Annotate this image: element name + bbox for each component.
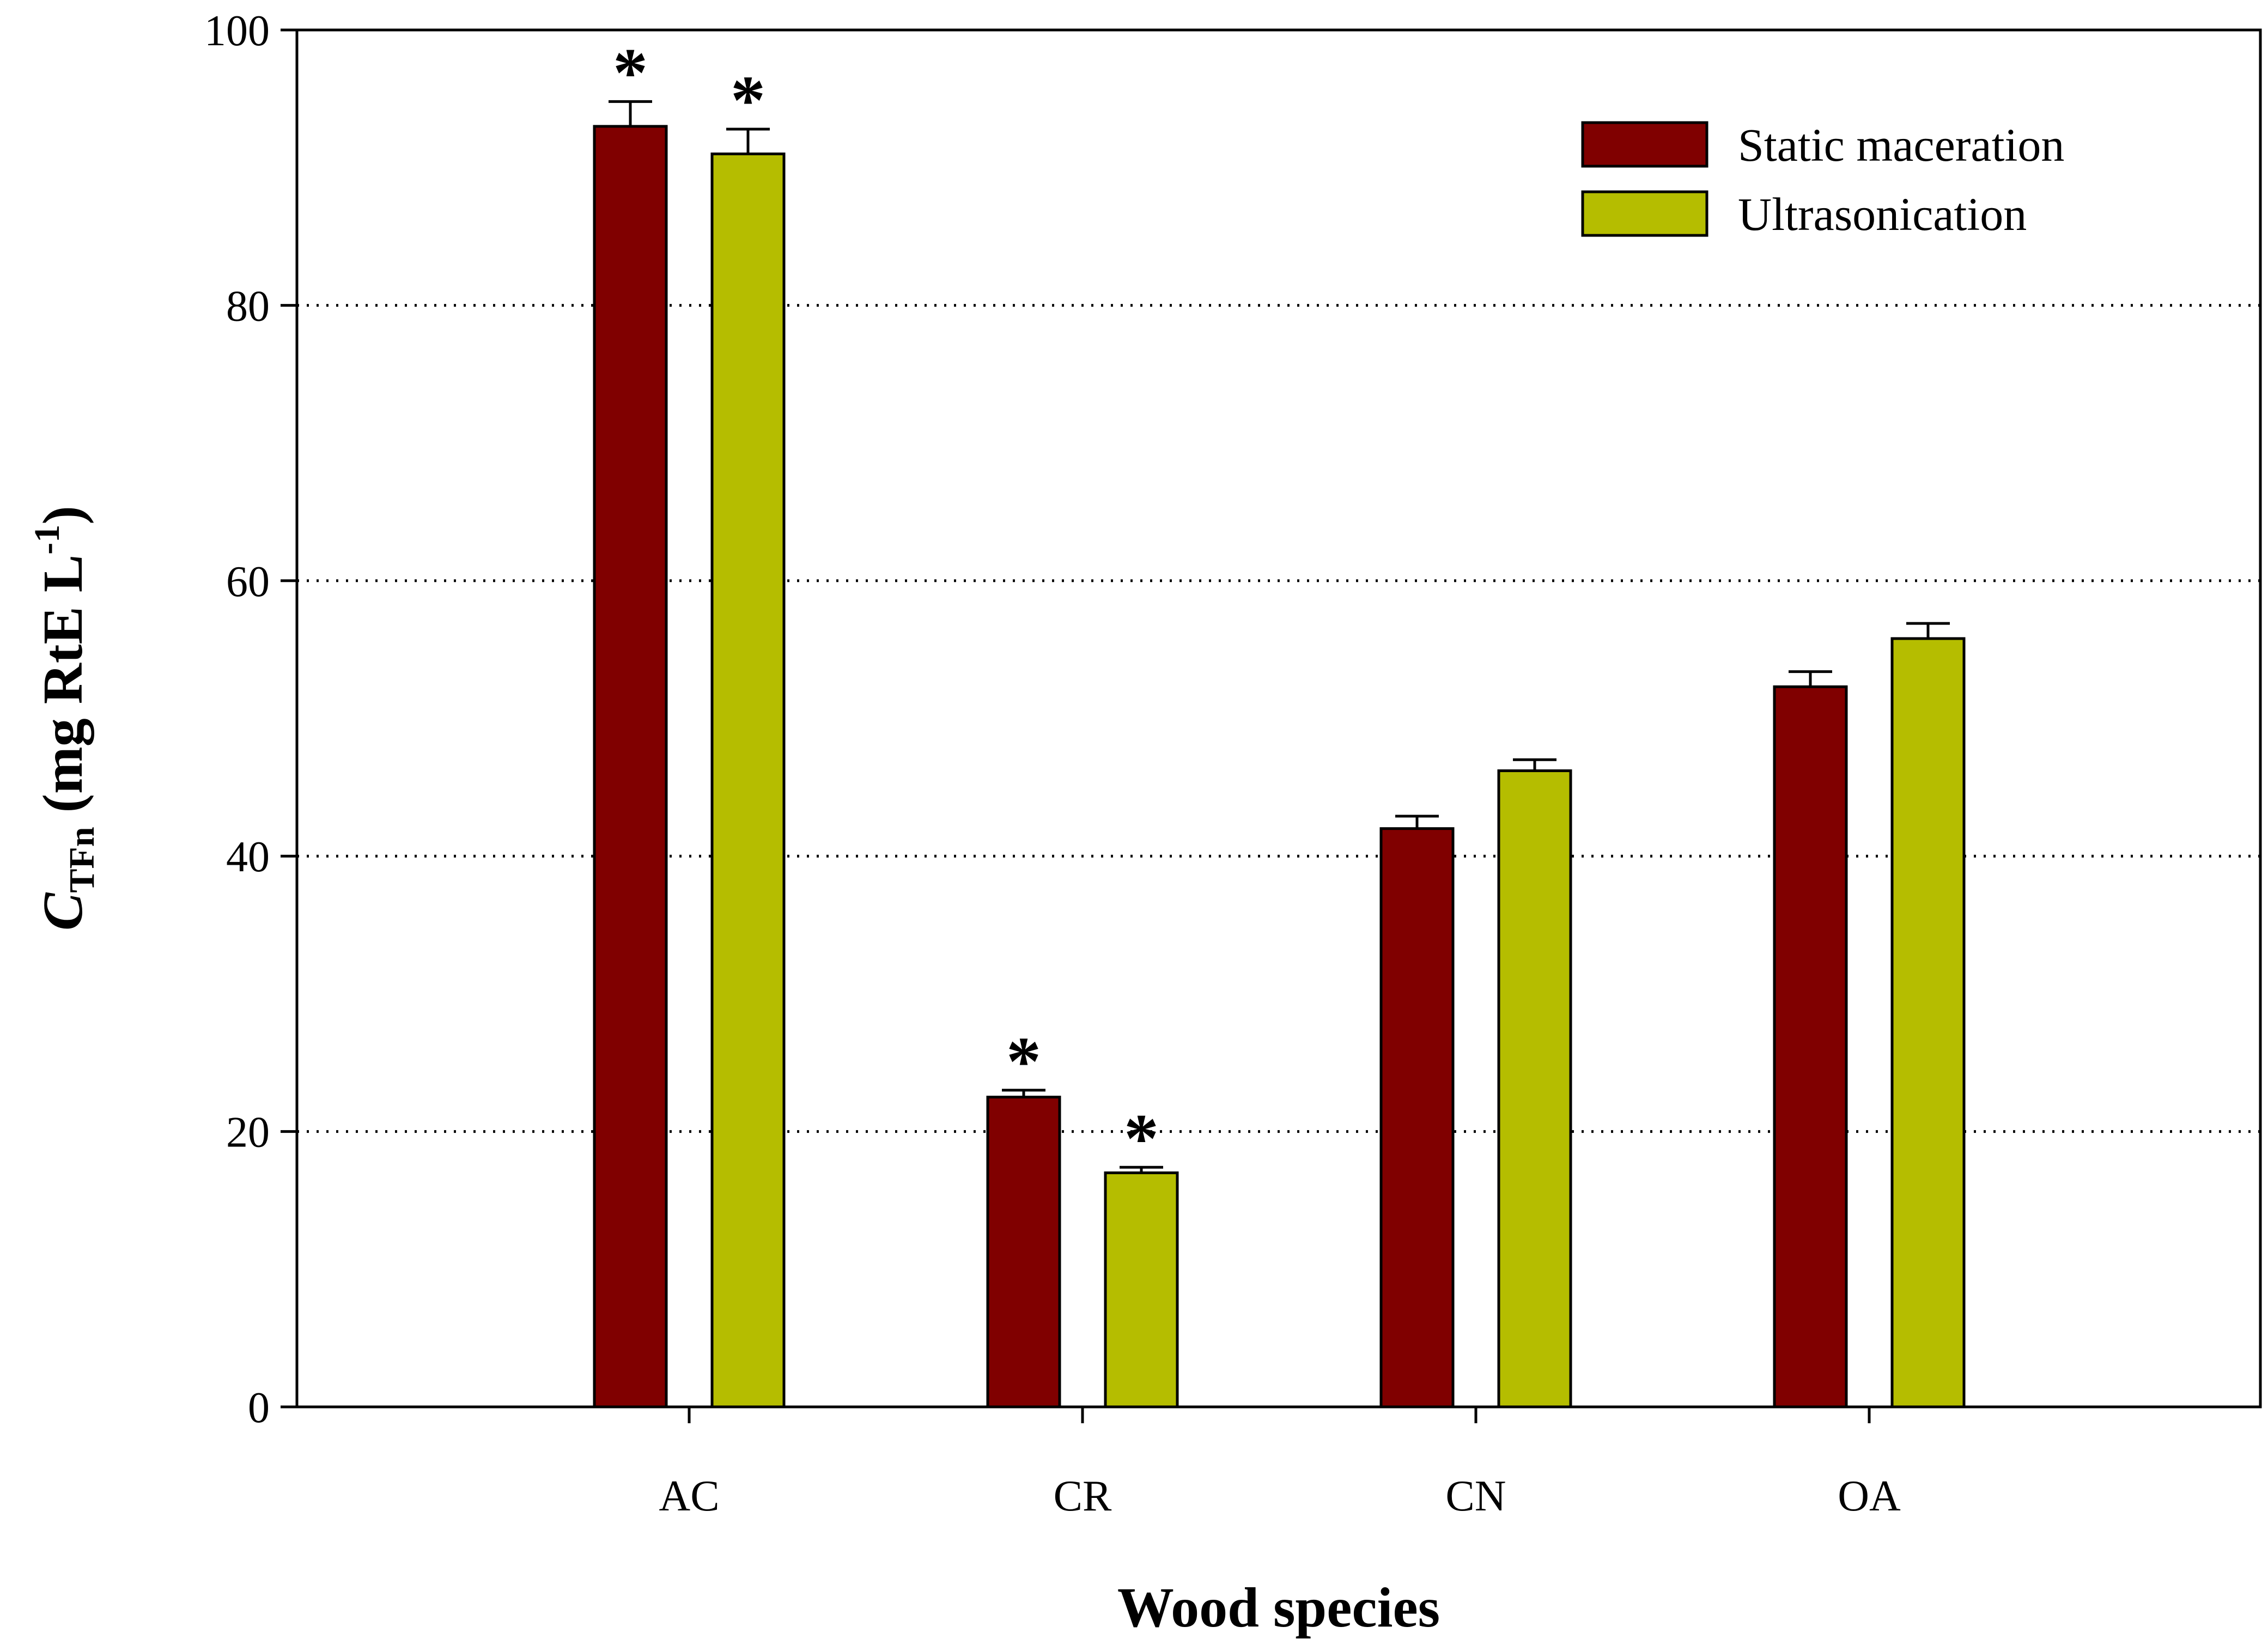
bar-ultrasonication-cn [1497,769,1572,1409]
x-tick-label-cr: CR [1054,1472,1112,1520]
significance-star-ultrasonication-ac: * [731,62,765,139]
significance-star-static-maceration-cr: * [1006,1023,1041,1100]
y-axis-title-unit: (mg RtE L [32,555,94,827]
bar-static-maceration-oa [1773,685,1848,1409]
y-axis-title-symbol: C [32,892,94,931]
y-tick-label: 100 [204,7,270,55]
significance-markers: * * * * [613,34,1159,1177]
significance-star-static-maceration-ac: * [613,34,648,111]
bar-static-maceration-cr [986,1095,1061,1409]
y-tick-label: 60 [226,558,270,606]
y-tick-label: 20 [226,1109,270,1157]
bar-ultrasonication-oa [1890,637,1966,1409]
bar-series [593,125,1966,1409]
y-axis-title-subscript: TFn [62,827,102,893]
bar-ultrasonication-ac [710,152,786,1409]
bar-static-maceration-ac [593,125,668,1409]
y-axis-title-unit-close: ) [32,506,94,525]
y-tick-label: 40 [226,833,270,881]
y-axis-ticks: 0 20 40 60 80 100 [204,7,297,1432]
legend: Static maceration Ultrasonication [1581,119,2064,240]
x-tick-label-ac: AC [659,1472,719,1520]
x-axis-title: Wood species [1117,1576,1440,1639]
x-tick-label-oa: OA [1838,1472,1901,1520]
significance-star-ultrasonication-cr: * [1124,1100,1159,1177]
y-tick-label: 80 [226,282,270,330]
y-axis-title-superscript: -1 [27,525,67,555]
legend-swatch-static-maceration [1581,121,1708,168]
y-axis-title: CTFn (mg RtE L-1) [27,506,102,931]
legend-label-static-maceration: Static maceration [1738,119,2064,171]
bar-static-maceration-cn [1379,827,1455,1409]
legend-swatch-ultrasonication [1581,190,1708,237]
x-axis-ticks: AC CR CN OA [659,1407,1901,1520]
plot-frame [295,28,2262,1409]
gridlines [297,303,2260,1133]
bar-ultrasonication-cr [1104,1171,1179,1409]
y-tick-label: 0 [248,1384,270,1432]
legend-label-ultrasonication: Ultrasonication [1738,188,2027,240]
x-tick-label-cn: CN [1445,1472,1506,1520]
error-bars [609,100,1950,1173]
